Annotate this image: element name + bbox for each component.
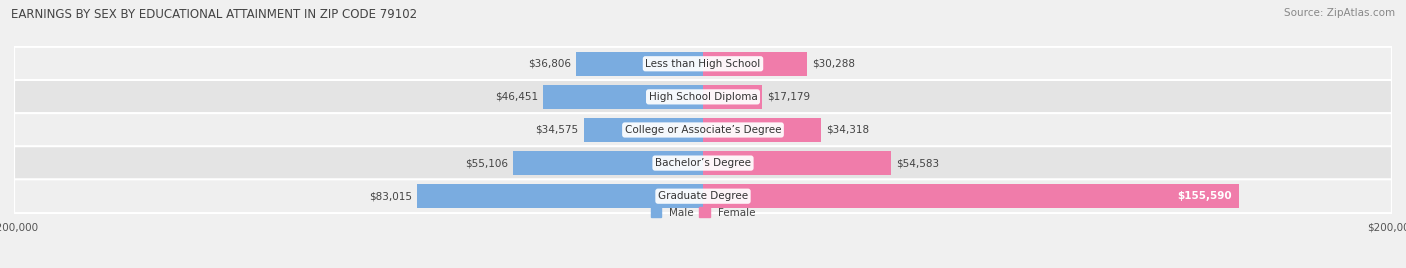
Text: Source: ZipAtlas.com: Source: ZipAtlas.com [1284, 8, 1395, 18]
Text: $83,015: $83,015 [368, 191, 412, 201]
Text: High School Diploma: High School Diploma [648, 92, 758, 102]
Bar [703, 85, 762, 109]
Text: $36,806: $36,806 [529, 59, 571, 69]
Bar [703, 118, 821, 142]
Legend: Male, Female: Male, Female [651, 207, 755, 218]
Text: $34,575: $34,575 [536, 125, 579, 135]
FancyBboxPatch shape [14, 47, 1392, 81]
FancyBboxPatch shape [14, 113, 1392, 147]
Text: $46,451: $46,451 [495, 92, 538, 102]
Bar [543, 85, 703, 109]
Bar [703, 184, 1239, 208]
Bar [576, 52, 703, 76]
Bar [703, 151, 891, 175]
Text: Bachelor’s Degree: Bachelor’s Degree [655, 158, 751, 168]
Text: EARNINGS BY SEX BY EDUCATIONAL ATTAINMENT IN ZIP CODE 79102: EARNINGS BY SEX BY EDUCATIONAL ATTAINMEN… [11, 8, 418, 21]
Text: $55,106: $55,106 [465, 158, 508, 168]
Text: $34,318: $34,318 [827, 125, 869, 135]
FancyBboxPatch shape [14, 80, 1392, 114]
FancyBboxPatch shape [14, 146, 1392, 180]
Text: College or Associate’s Degree: College or Associate’s Degree [624, 125, 782, 135]
Bar [703, 52, 807, 76]
FancyBboxPatch shape [14, 179, 1392, 213]
Bar [513, 151, 703, 175]
Text: $155,590: $155,590 [1177, 191, 1232, 201]
Text: $17,179: $17,179 [768, 92, 810, 102]
Bar [583, 118, 703, 142]
Text: Graduate Degree: Graduate Degree [658, 191, 748, 201]
Text: Less than High School: Less than High School [645, 59, 761, 69]
Bar [418, 184, 703, 208]
Text: $54,583: $54,583 [896, 158, 939, 168]
Text: $30,288: $30,288 [813, 59, 855, 69]
